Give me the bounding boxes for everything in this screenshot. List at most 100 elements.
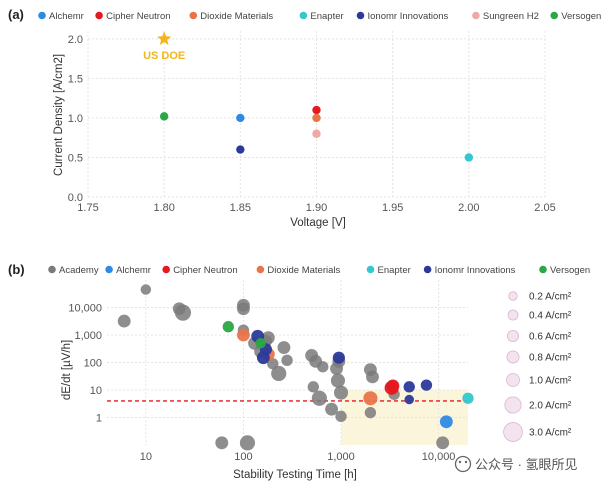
point-academy: [307, 381, 319, 393]
point-ionomr-innovations: [420, 379, 433, 391]
size-legend-label: 0.2 A/cm²: [529, 292, 572, 303]
panel-a-x-axis-title: Voltage [V]: [290, 217, 346, 229]
size-legend-marker: [503, 422, 523, 442]
point-academy: [281, 354, 293, 367]
x-tick-label: 2.00: [458, 202, 479, 214]
panel-b: (b) Academy Alchemr Cipher Neutron Dioxide …: [8, 262, 590, 481]
point-ionomr-innovations: [332, 351, 345, 364]
y-tick-label: 10: [90, 385, 102, 397]
legend-marker-alchemr: [105, 265, 113, 274]
y-tick-label: 1: [96, 413, 102, 425]
x-tick-label: 100: [234, 451, 252, 463]
y-tick-label: 1.5: [68, 73, 83, 85]
y-tick-label: 2.0: [68, 34, 83, 46]
legend-label-dioxide-materials: Dioxide Materials: [200, 11, 273, 22]
panel-b-y-axis-title: dE/dt [µV/h]: [61, 340, 73, 400]
legend-marker-ionomr-innovations: [356, 11, 365, 20]
point-academy: [117, 314, 131, 328]
x-tick-label: 2.05: [534, 202, 555, 214]
legend-label-cipher-neutron: Cipher Neutron: [173, 265, 237, 276]
point-ionomr-innovations: [403, 381, 415, 393]
point-enapter: [462, 392, 474, 404]
size-legend-label: 0.6 A/cm²: [529, 332, 572, 343]
legend-marker-sungreen-h2: [472, 11, 480, 20]
legend-marker-dioxide-materials: [189, 11, 198, 20]
legend-label-dioxide-materials: Dioxide Materials: [267, 265, 340, 276]
x-tick-label: 1.80: [153, 202, 174, 214]
point-dioxide-materials: [312, 113, 321, 123]
point-cipher-neutron: [386, 379, 400, 393]
x-tick-label: 1,000: [327, 451, 355, 463]
size-legend-marker: [506, 373, 520, 387]
panel-a-x-ticks: 1.75 1.80 1.85 1.90 1.95 2.00 2.05: [77, 202, 555, 214]
size-legend-marker: [507, 330, 519, 342]
legend-marker-enapter: [299, 11, 308, 20]
legend-marker-cipher-neutron: [95, 11, 103, 20]
panel-b-points: [117, 284, 474, 451]
x-tick-label: 1.75: [77, 202, 98, 214]
legend-marker-cipher-neutron: [162, 265, 170, 274]
y-tick-label: 10,000: [68, 303, 102, 315]
point-versogen: [159, 112, 169, 121]
star-icon: [157, 31, 172, 45]
point-ionomr-innovations: [404, 394, 414, 405]
panel-a-legend: Alchemr Cipher Neutron Dioxide Materials En…: [38, 11, 601, 22]
legend-label-ionomr-innovations: Ionomr Innovations: [368, 11, 449, 22]
size-legend-marker: [504, 396, 522, 414]
size-legend-marker: [506, 350, 520, 364]
legend-label-academy: Academy: [59, 265, 99, 276]
panel-b-y-ticks: 1 10 100 1,000 10,000: [68, 303, 102, 425]
point-academy: [330, 373, 346, 388]
panel-b-legend: Academy Alchemr Cipher Neutron Dioxide Mate…: [48, 265, 590, 276]
x-tick-label: 10,000: [422, 451, 456, 463]
watermark: 公众号 · 氢眼所见: [454, 455, 578, 473]
point-versogen: [222, 321, 235, 333]
legend-label-versogen: Versogen: [550, 265, 590, 276]
panel-a-y-ticks: 0.0 0.5 1.0 1.5 2.0: [68, 34, 83, 204]
point-enapter: [464, 153, 474, 162]
point-dioxide-materials: [237, 328, 250, 342]
legend-marker-alchemr: [38, 11, 46, 20]
size-legend-label: 0.4 A/cm²: [529, 311, 572, 322]
point-alchemr: [439, 415, 453, 429]
y-tick-label: 1.0: [68, 113, 83, 125]
point-academy: [215, 436, 229, 450]
point-academy: [317, 361, 329, 373]
y-tick-label: 0.0: [68, 192, 83, 204]
point-academy: [436, 436, 450, 450]
y-tick-label: 0.5: [68, 152, 83, 164]
legend-label-versogen: Versogen: [561, 11, 601, 22]
watermark-text: 公众号 · 氢眼所见: [475, 457, 578, 472]
point-academy: [333, 385, 349, 400]
point-sungreen-h2: [312, 129, 321, 138]
point-alchemr: [236, 113, 245, 123]
legend-label-enapter: Enapter: [378, 265, 411, 276]
panel-b-label: (b): [8, 262, 25, 277]
point-versogen: [255, 338, 266, 349]
point-academy: [140, 284, 152, 295]
legend-marker-dioxide-materials: [256, 265, 265, 274]
wechat-icon: [454, 455, 472, 473]
size-legend-label: 1.0 A/cm²: [529, 376, 572, 387]
legend-marker-academy: [48, 265, 56, 274]
size-legend-marker: [508, 291, 518, 301]
point-academy: [277, 341, 291, 354]
point-cipher-neutron: [312, 105, 321, 115]
panel-a: (a) Alchemr Cipher Neutron Dioxide Materia…: [8, 7, 601, 229]
panel-b-x-ticks: 10 100 1,000 10,000: [140, 451, 456, 463]
legend-marker-ionomr-innovations: [423, 265, 432, 274]
panel-b-grid: [107, 280, 468, 445]
x-tick-label: 1.85: [230, 202, 251, 214]
point-academy: [237, 302, 250, 316]
panel-b-x-axis-title: Stability Testing Time [h]: [233, 469, 357, 481]
point-academy: [311, 390, 327, 406]
size-legend-marker: [507, 309, 519, 321]
point-academy: [366, 370, 379, 384]
x-tick-label: 10: [140, 451, 152, 463]
x-tick-label: 1.90: [306, 202, 327, 214]
point-academy: [271, 365, 287, 382]
panel-a-label: (a): [8, 7, 24, 22]
size-legend-label: 0.8 A/cm²: [529, 353, 572, 364]
size-legend-label: 3.0 A/cm²: [529, 428, 572, 439]
